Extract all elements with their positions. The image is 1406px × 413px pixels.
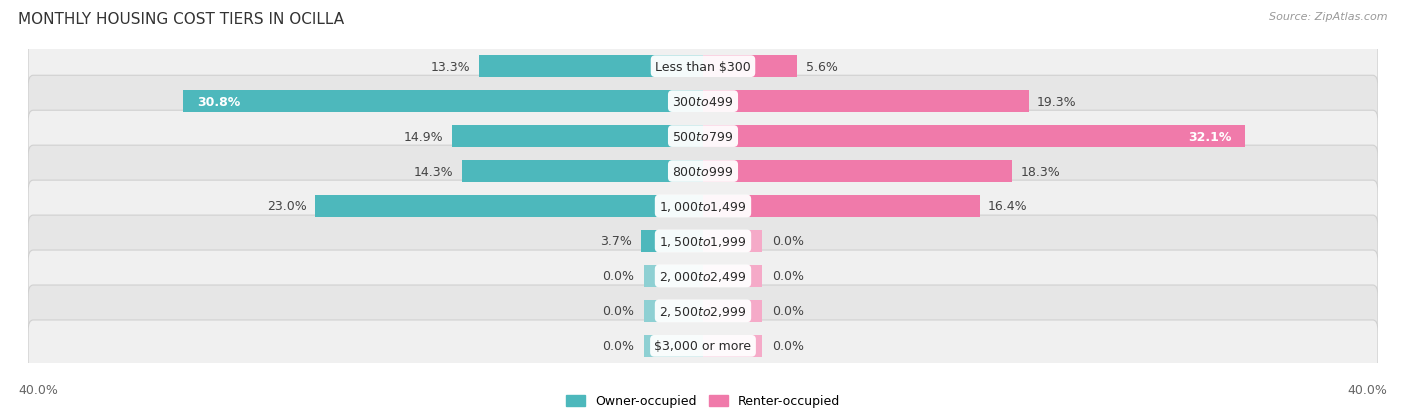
Text: $500 to $799: $500 to $799 (672, 130, 734, 143)
Bar (315, 196, 703, 217)
Text: Source: ZipAtlas.com: Source: ZipAtlas.com (1270, 12, 1388, 22)
Text: 32.1%: 32.1% (1188, 130, 1232, 143)
FancyBboxPatch shape (28, 76, 1378, 128)
Bar (703, 56, 797, 78)
Text: 0.0%: 0.0% (602, 339, 634, 352)
Text: 0.0%: 0.0% (602, 270, 634, 283)
FancyBboxPatch shape (28, 181, 1378, 232)
Bar (703, 196, 980, 217)
Text: 13.3%: 13.3% (430, 61, 470, 74)
FancyBboxPatch shape (28, 320, 1378, 372)
Text: $3,000 or more: $3,000 or more (655, 339, 751, 352)
FancyBboxPatch shape (28, 111, 1378, 163)
Legend: Owner-occupied, Renter-occupied: Owner-occupied, Renter-occupied (567, 394, 839, 408)
Text: 30.8%: 30.8% (197, 95, 240, 108)
Bar (641, 230, 703, 252)
Text: 40.0%: 40.0% (18, 384, 58, 396)
Text: $300 to $499: $300 to $499 (672, 95, 734, 108)
Bar (478, 56, 703, 78)
FancyBboxPatch shape (28, 146, 1378, 197)
Text: 18.3%: 18.3% (1021, 165, 1060, 178)
Text: 0.0%: 0.0% (772, 305, 804, 318)
Text: 14.3%: 14.3% (413, 165, 453, 178)
Text: 19.3%: 19.3% (1038, 95, 1077, 108)
Bar (461, 161, 703, 183)
Text: $800 to $999: $800 to $999 (672, 165, 734, 178)
Text: 14.9%: 14.9% (404, 130, 443, 143)
Bar (644, 300, 703, 322)
Text: 0.0%: 0.0% (772, 235, 804, 248)
Bar (703, 335, 762, 357)
FancyBboxPatch shape (28, 250, 1378, 302)
Text: $2,500 to $2,999: $2,500 to $2,999 (659, 304, 747, 318)
Text: 40.0%: 40.0% (1348, 384, 1388, 396)
Text: $1,000 to $1,499: $1,000 to $1,499 (659, 199, 747, 214)
Bar (703, 300, 762, 322)
Bar (451, 126, 703, 147)
Text: 0.0%: 0.0% (772, 270, 804, 283)
Text: $2,000 to $2,499: $2,000 to $2,499 (659, 269, 747, 283)
Text: 16.4%: 16.4% (988, 200, 1028, 213)
FancyBboxPatch shape (28, 285, 1378, 337)
Bar (183, 91, 703, 113)
FancyBboxPatch shape (28, 41, 1378, 93)
Text: 3.7%: 3.7% (600, 235, 633, 248)
Bar (703, 161, 1012, 183)
Text: 5.6%: 5.6% (806, 61, 838, 74)
Bar (703, 266, 762, 287)
FancyBboxPatch shape (28, 216, 1378, 267)
Bar (703, 230, 762, 252)
Text: 23.0%: 23.0% (267, 200, 307, 213)
Text: 0.0%: 0.0% (772, 339, 804, 352)
Bar (703, 91, 1029, 113)
Bar (644, 335, 703, 357)
Text: MONTHLY HOUSING COST TIERS IN OCILLA: MONTHLY HOUSING COST TIERS IN OCILLA (18, 12, 344, 27)
Text: Less than $300: Less than $300 (655, 61, 751, 74)
Bar (644, 266, 703, 287)
Bar (703, 126, 1244, 147)
Text: 0.0%: 0.0% (602, 305, 634, 318)
Text: $1,500 to $1,999: $1,500 to $1,999 (659, 235, 747, 248)
